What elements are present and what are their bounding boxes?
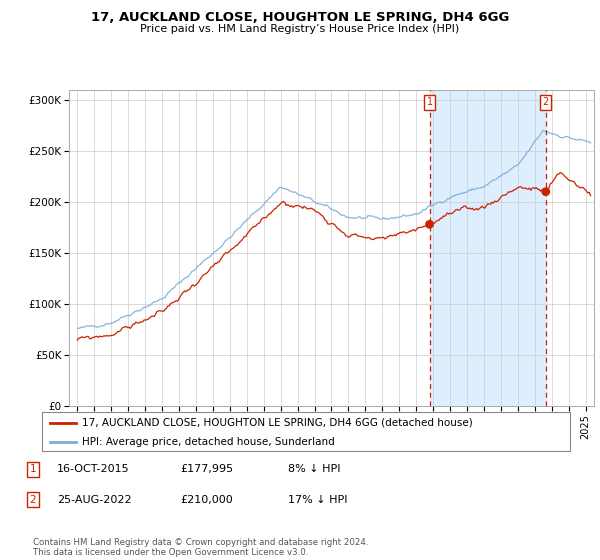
Point — [541, 187, 551, 196]
Bar — [430, 90, 546, 406]
Text: 17, AUCKLAND CLOSE, HOUGHTON LE SPRING, DH4 6GG (detached house): 17, AUCKLAND CLOSE, HOUGHTON LE SPRING, … — [82, 418, 472, 428]
Text: £177,995: £177,995 — [180, 464, 233, 474]
Text: 17, AUCKLAND CLOSE, HOUGHTON LE SPRING, DH4 6GG: 17, AUCKLAND CLOSE, HOUGHTON LE SPRING, … — [91, 11, 509, 24]
Text: 25-AUG-2022: 25-AUG-2022 — [57, 494, 131, 505]
Text: HPI: Average price, detached house, Sunderland: HPI: Average price, detached house, Sund… — [82, 437, 334, 447]
Text: 1: 1 — [427, 97, 433, 108]
Text: 17% ↓ HPI: 17% ↓ HPI — [288, 494, 347, 505]
Text: Contains HM Land Registry data © Crown copyright and database right 2024.
This d: Contains HM Land Registry data © Crown c… — [33, 538, 368, 557]
Text: 16-OCT-2015: 16-OCT-2015 — [57, 464, 130, 474]
Text: £210,000: £210,000 — [180, 494, 233, 505]
Text: 2: 2 — [542, 97, 549, 108]
Text: 1: 1 — [29, 464, 37, 474]
Text: Price paid vs. HM Land Registry’s House Price Index (HPI): Price paid vs. HM Land Registry’s House … — [140, 24, 460, 34]
FancyBboxPatch shape — [42, 412, 570, 451]
Text: 2: 2 — [29, 494, 37, 505]
Point — [425, 220, 434, 229]
Text: 8% ↓ HPI: 8% ↓ HPI — [288, 464, 341, 474]
